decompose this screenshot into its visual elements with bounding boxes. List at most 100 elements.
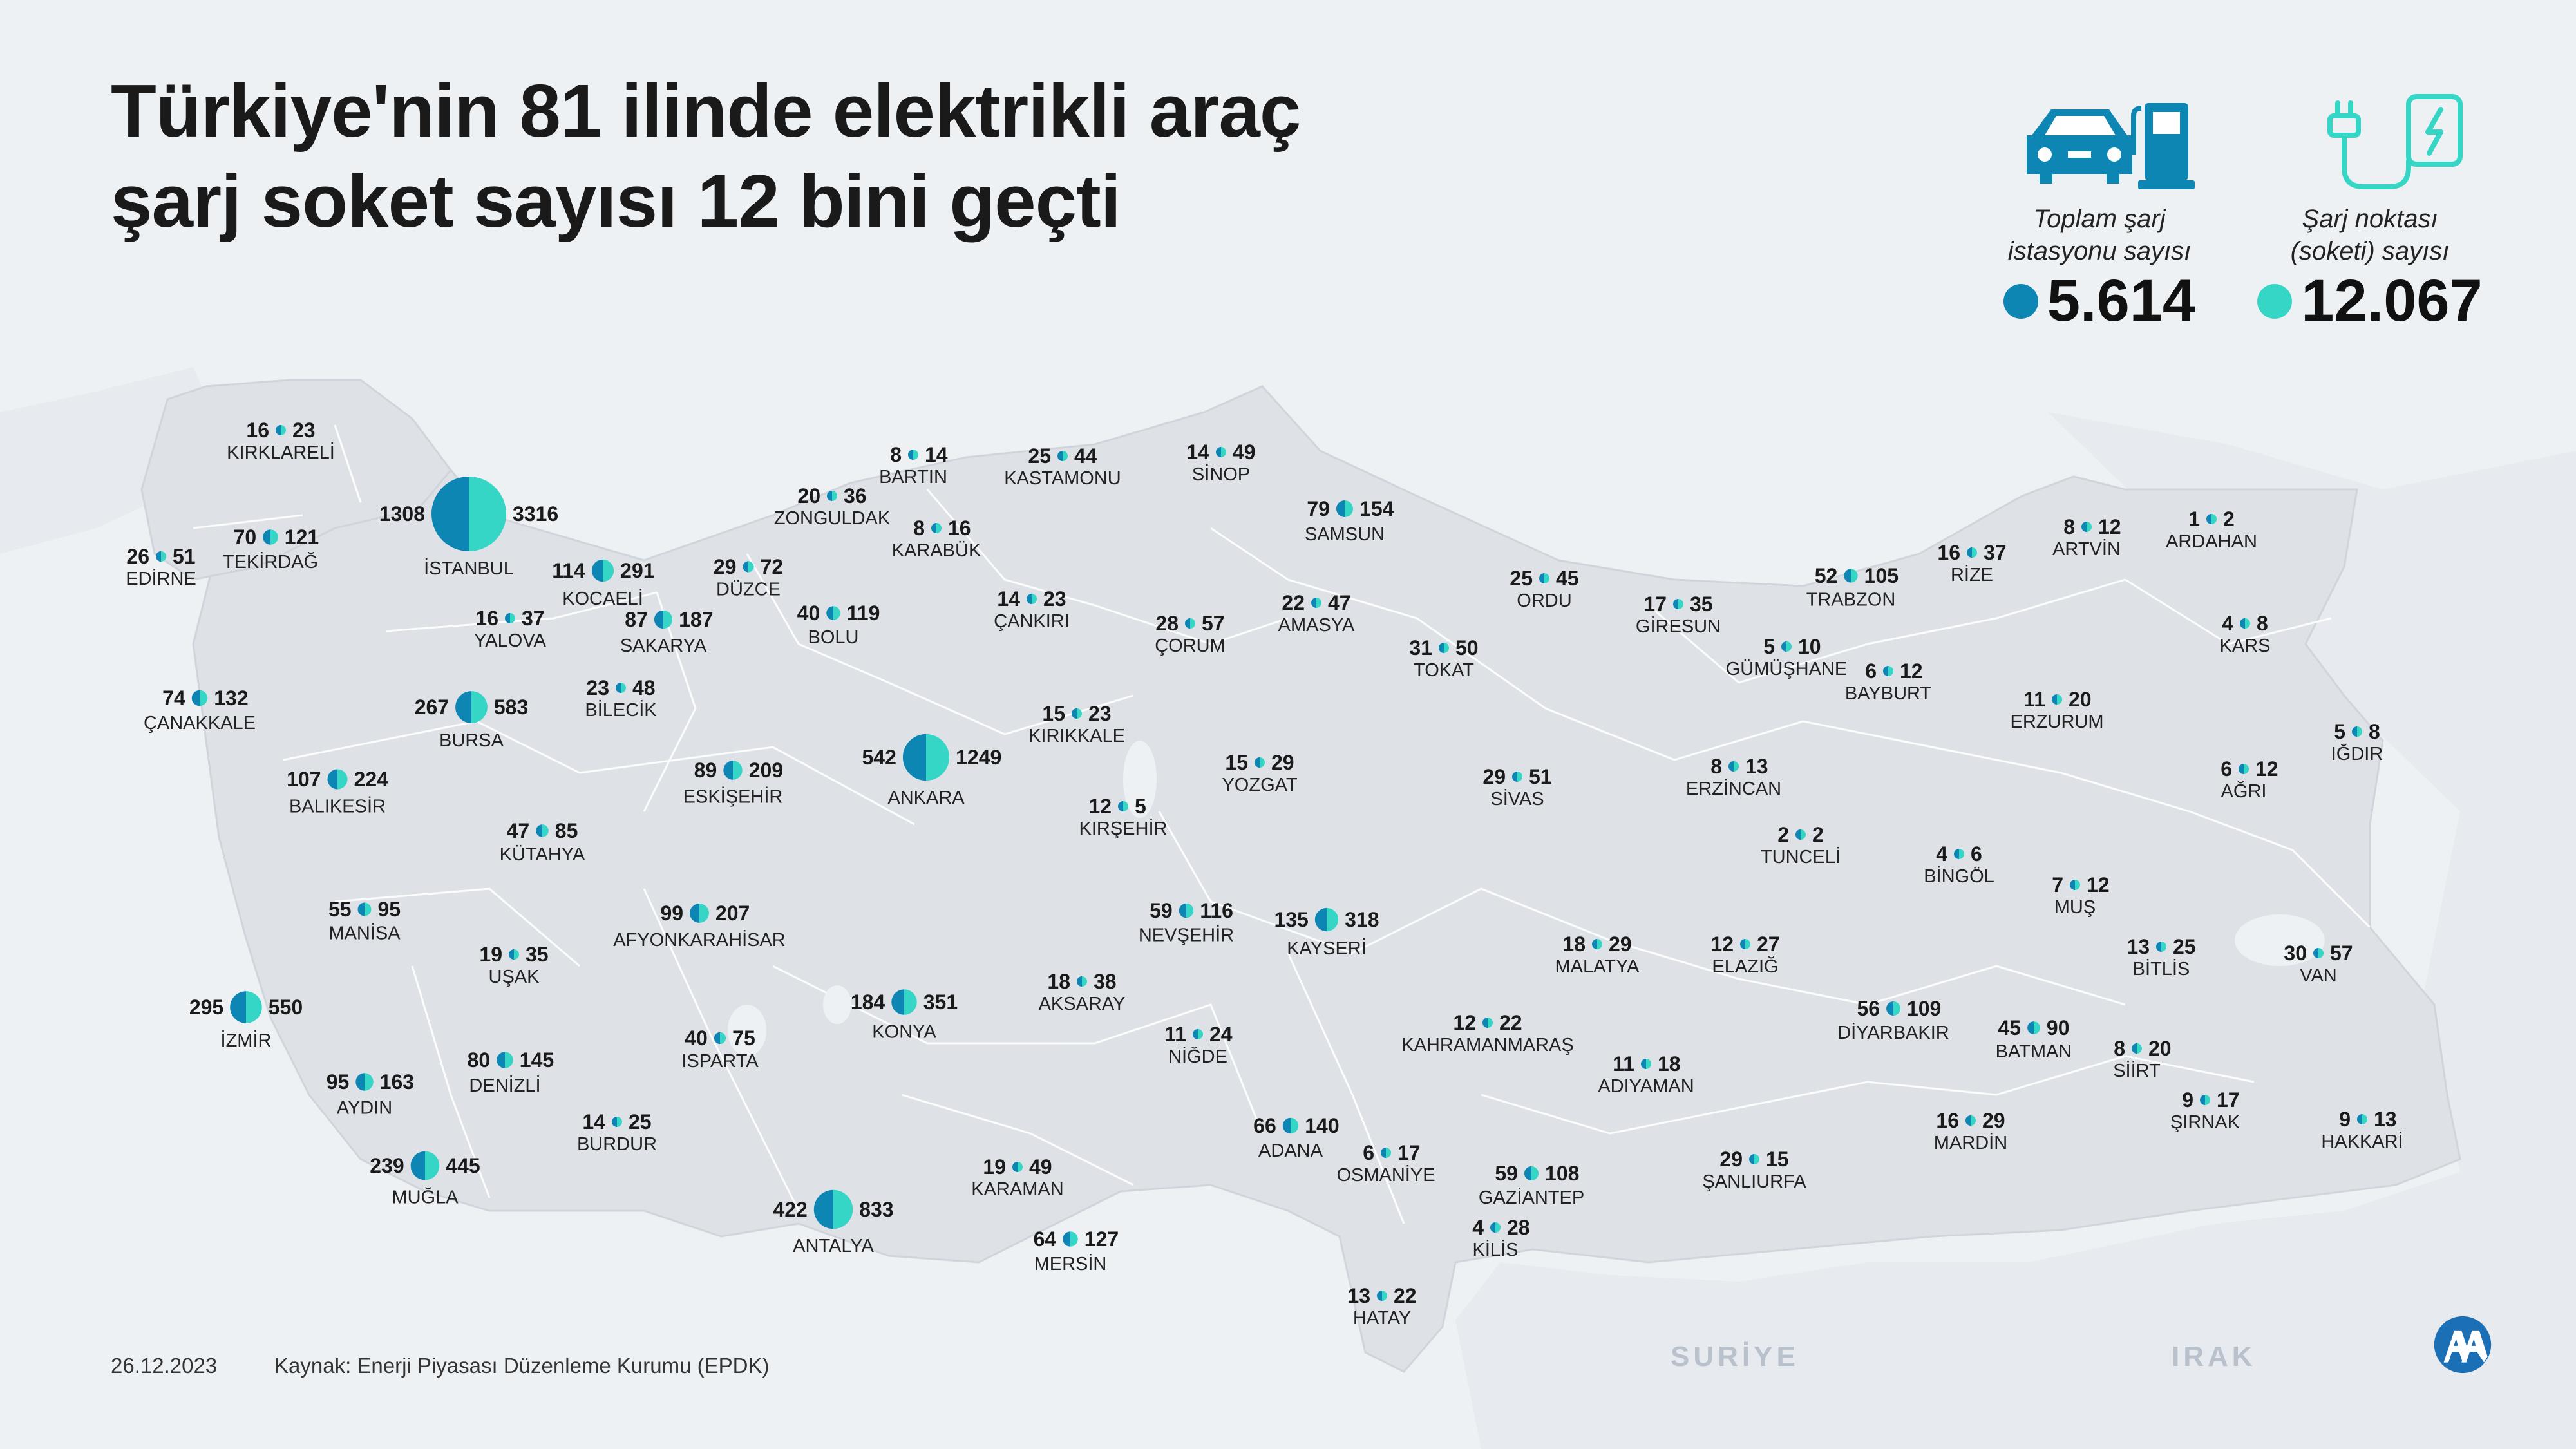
station-count: 56 [1857, 997, 1880, 1020]
province-name: IĞDIR [2331, 743, 2383, 764]
province-name: KARS [2220, 636, 2271, 656]
province-name: ARTVİN [2052, 538, 2121, 560]
socket-half [1386, 1148, 1391, 1158]
province-name: KAYSERİ [1287, 938, 1367, 959]
label-syria: SURİYE [1671, 1341, 1799, 1372]
station-count: 8 [890, 443, 902, 466]
province-name: ŞANLIURFA [1702, 1171, 1806, 1192]
station-half [410, 1151, 425, 1180]
socket-count: 5 [1135, 795, 1146, 818]
socket-count: 8 [2369, 720, 2380, 743]
socket-half [1123, 801, 1128, 811]
station-count: 22 [1282, 591, 1305, 614]
province-name: YOZGAT [1222, 775, 1297, 795]
socket-count: 48 [632, 676, 656, 699]
station-count: 29 [1719, 1148, 1743, 1171]
station-half [276, 425, 281, 435]
socket-count: 224 [354, 768, 389, 791]
station-half [931, 523, 936, 533]
socket-half [1971, 1115, 1976, 1126]
socket-half [365, 1073, 374, 1091]
province-name: BİTLİS [2133, 958, 2190, 980]
station-count: 8 [913, 516, 925, 540]
station-count: 6 [1865, 659, 1877, 683]
socket-count: 38 [1094, 970, 1117, 993]
socket-half [833, 606, 840, 620]
station-half [1381, 1148, 1386, 1158]
province-marker-6: 114 291 KOCAELİ [552, 559, 654, 609]
province-name: TOKAT [1414, 660, 1474, 681]
station-half [827, 491, 832, 501]
socket-count: 127 [1084, 1227, 1119, 1251]
province-marker-47: 99 207 AFYONKARAHİSAR [613, 902, 786, 951]
station-count: 15 [1225, 751, 1248, 774]
socket-count: 108 [1545, 1162, 1579, 1185]
socket-count: 121 [285, 526, 319, 549]
province-name: ERZURUM [2011, 712, 2104, 732]
socket-count: 23 [1043, 587, 1066, 611]
socket-count: 2 [1812, 823, 1824, 846]
station-count: 40 [685, 1027, 708, 1050]
socket-count: 50 [1455, 636, 1479, 659]
station-half [536, 824, 542, 837]
socket-half [365, 902, 372, 916]
province-name: BİLECİK [585, 699, 657, 721]
station-count: 18 [1047, 970, 1070, 993]
socket-count: 163 [380, 1070, 414, 1094]
station-count: 59 [1150, 899, 1173, 922]
socket-count: 51 [1529, 765, 1552, 788]
socket-count: 17 [1397, 1141, 1421, 1164]
station-count: 45 [1998, 1016, 2021, 1039]
province-name: KÜTAHYA [500, 844, 585, 865]
province-name: İZMİR [221, 1030, 272, 1051]
socket-half [281, 425, 286, 435]
station-count: 542 [862, 746, 896, 769]
station-count: 267 [415, 696, 449, 719]
station-count: 25 [1510, 567, 1533, 590]
footer-date: 26.12.2023 [111, 1354, 218, 1378]
socket-count: 22 [1394, 1284, 1417, 1307]
station-half [1795, 829, 1801, 840]
station-half [2206, 514, 2211, 524]
station-half [591, 559, 603, 582]
socket-count: 85 [555, 819, 578, 842]
station-count: 107 [287, 768, 321, 791]
socket-half [1327, 907, 1339, 932]
province-marker-3: 1308 3316 İSTANBUL [379, 477, 558, 579]
socket-half [471, 691, 488, 723]
station-count: 184 [851, 990, 886, 1014]
station-count: 29 [1482, 765, 1506, 788]
station-count: 52 [1815, 564, 1838, 587]
socket-half [1190, 618, 1195, 629]
socket-count: 37 [522, 607, 545, 630]
station-half [2052, 694, 2057, 705]
legend-stations-dot [2003, 283, 2038, 319]
station-half [690, 904, 699, 923]
province-name: SİNOP [1192, 464, 1250, 485]
province-name: SİVAS [1490, 788, 1544, 810]
station-half [2239, 764, 2244, 774]
station-count: 16 [1936, 1109, 1959, 1132]
province-name: AKSARAY [1039, 994, 1126, 1014]
title-line-1: Türkiye'nin 81 ilinde elektrikli araç [111, 69, 1301, 153]
socket-half [663, 610, 673, 629]
station-count: 16 [475, 607, 498, 630]
province-name: MANİSA [328, 922, 401, 943]
socket-half [1972, 547, 1977, 558]
station-half [1377, 1291, 1382, 1301]
province-name: ZONGULDAK [774, 508, 891, 529]
province-name: ERZİNCAN [1686, 778, 1781, 799]
socket-count: 12 [1900, 659, 1923, 683]
station-half [431, 477, 469, 551]
station-count: 114 [552, 559, 585, 582]
